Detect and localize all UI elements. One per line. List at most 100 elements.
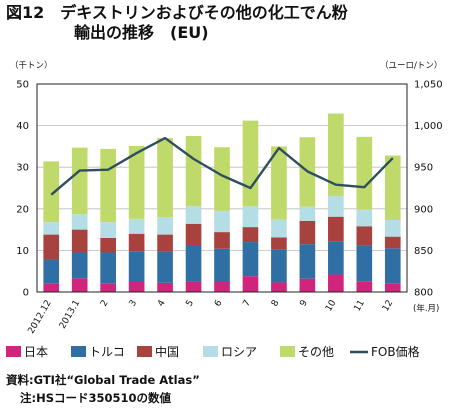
- bar-segment-トルコ: [128, 251, 145, 283]
- bar-segment-その他: [328, 113, 344, 196]
- bar-segment-トルコ: [43, 259, 60, 284]
- bar-segment-トルコ: [356, 245, 373, 282]
- bar-segment-中国: [242, 227, 259, 243]
- bar-segment-その他: [71, 147, 88, 215]
- bar-segment-日本: [299, 278, 316, 292]
- bar-segment-日本: [214, 282, 230, 292]
- bar-segment-中国: [185, 223, 202, 245]
- bar-segment-その他: [242, 120, 259, 207]
- bar-segment-ロシア: [356, 209, 373, 227]
- y-right-tick-label: 1,050: [414, 80, 443, 91]
- x-tick-label: 12: [381, 299, 395, 314]
- y-left-tick-label: 50: [16, 80, 29, 91]
- bar-segment-ロシア: [128, 218, 145, 234]
- bar-segment-日本: [271, 282, 287, 292]
- bar-segment-その他: [185, 136, 202, 207]
- y-right-tick-label: 800: [414, 288, 433, 299]
- x-tick-label: 6: [213, 298, 225, 308]
- bar-segment-中国: [328, 216, 344, 242]
- x-tick-label: 4: [156, 298, 168, 308]
- bar-segment-トルコ: [242, 242, 259, 277]
- x-tick-label: 2012.12: [27, 299, 54, 336]
- bar-segment-ロシア: [242, 206, 259, 228]
- bar-segment-ロシア: [299, 206, 316, 221]
- bar-segment-トルコ: [384, 248, 401, 284]
- x-tick-label: 5: [185, 299, 197, 309]
- x-tick-label: 8: [270, 298, 282, 308]
- legend-swatch-日本: [6, 346, 21, 357]
- chart-title-line1: 図12 デキストリンおよびその他の化工でん粉: [6, 3, 348, 22]
- x-tick-label: 11: [353, 299, 367, 314]
- bar-segment-その他: [43, 161, 60, 223]
- legend-label-トルコ: トルコ: [89, 345, 125, 359]
- y-right-tick-label: 850: [414, 246, 433, 257]
- x-tick-label: 7: [242, 299, 254, 309]
- y-left-tick-label: 0: [23, 288, 29, 299]
- chart-title-line2: 輸出の推移 (EU): [74, 23, 209, 42]
- bar-segment-ロシア: [71, 214, 88, 230]
- y-right-tick-label: 1,000: [414, 121, 443, 132]
- bar-segment-ロシア: [100, 222, 116, 238]
- legend-label-中国: 中国: [155, 344, 179, 359]
- fob-price-line: [50, 136, 394, 196]
- bar-segment-中国: [384, 236, 401, 249]
- right-axis-unit: （ユーロ/トン）: [380, 61, 443, 71]
- bar-segment-日本: [71, 278, 88, 292]
- bar-segment-その他: [100, 148, 116, 223]
- bar-segment-トルコ: [100, 252, 116, 284]
- bar-segment-中国: [271, 237, 287, 250]
- legend-label-ロシア: ロシア: [221, 345, 257, 359]
- bar-segment-日本: [128, 282, 145, 292]
- bar-segment-その他: [384, 155, 401, 221]
- bar-segment-中国: [100, 237, 116, 253]
- bar-segment-中国: [214, 232, 230, 249]
- x-tick-label: 2: [99, 299, 111, 309]
- bar-segment-ロシア: [214, 210, 230, 233]
- x-axis-unit: (年.月): [413, 303, 439, 314]
- bar-segment-中国: [157, 234, 173, 252]
- bar-segment-トルコ: [214, 248, 230, 283]
- hs-code-note: 注:HSコード350510の数値: [20, 391, 172, 405]
- legend-label-fob: FOB価格: [371, 344, 420, 359]
- source-note: 資料:GTI社“Global Trade Atlas”: [6, 373, 200, 387]
- y-right-tick-label: 900: [414, 204, 433, 215]
- bar-segment-その他: [157, 138, 173, 218]
- bar-segment-中国: [43, 234, 60, 260]
- bar-segment-日本: [384, 283, 401, 292]
- bar-segment-日本: [43, 283, 60, 292]
- legend-swatch-その他: [280, 346, 295, 357]
- bar-segment-トルコ: [328, 241, 344, 275]
- bar-segment-その他: [271, 146, 287, 220]
- bar-segment-その他: [356, 136, 373, 210]
- bar-segment-中国: [71, 229, 88, 253]
- bar-segment-中国: [356, 226, 373, 246]
- legend-label-その他: その他: [298, 345, 334, 359]
- x-tick-label: 3: [128, 299, 140, 309]
- x-tick-label: 10: [324, 298, 339, 313]
- bar-segment-トルコ: [271, 249, 287, 283]
- x-tick-label: 9: [298, 298, 310, 308]
- bar-segment-その他: [128, 145, 145, 219]
- bar-segment-ロシア: [157, 217, 173, 235]
- y-left-tick-label: 10: [16, 246, 29, 257]
- bar-segment-日本: [328, 274, 344, 292]
- x-tick-label: 2013.1: [58, 299, 82, 331]
- legend-swatch-ロシア: [203, 346, 218, 357]
- bar-segment-トルコ: [299, 244, 316, 279]
- y-left-tick-label: 40: [16, 121, 29, 132]
- legend-swatch-トルコ: [71, 346, 86, 357]
- bar-segment-日本: [356, 281, 373, 292]
- bar-segment-日本: [157, 282, 173, 292]
- bar-segment-ロシア: [328, 195, 344, 217]
- legend-swatch-中国: [137, 346, 152, 357]
- bar-segment-ロシア: [384, 220, 401, 237]
- bar-segment-中国: [128, 233, 145, 252]
- bar-segment-トルコ: [71, 252, 88, 279]
- bar-segment-ロシア: [43, 222, 60, 235]
- bar-segment-日本: [100, 283, 116, 292]
- legend-label-日本: 日本: [24, 345, 48, 359]
- y-right-tick-label: 950: [414, 163, 433, 174]
- y-left-tick-label: 30: [16, 163, 29, 174]
